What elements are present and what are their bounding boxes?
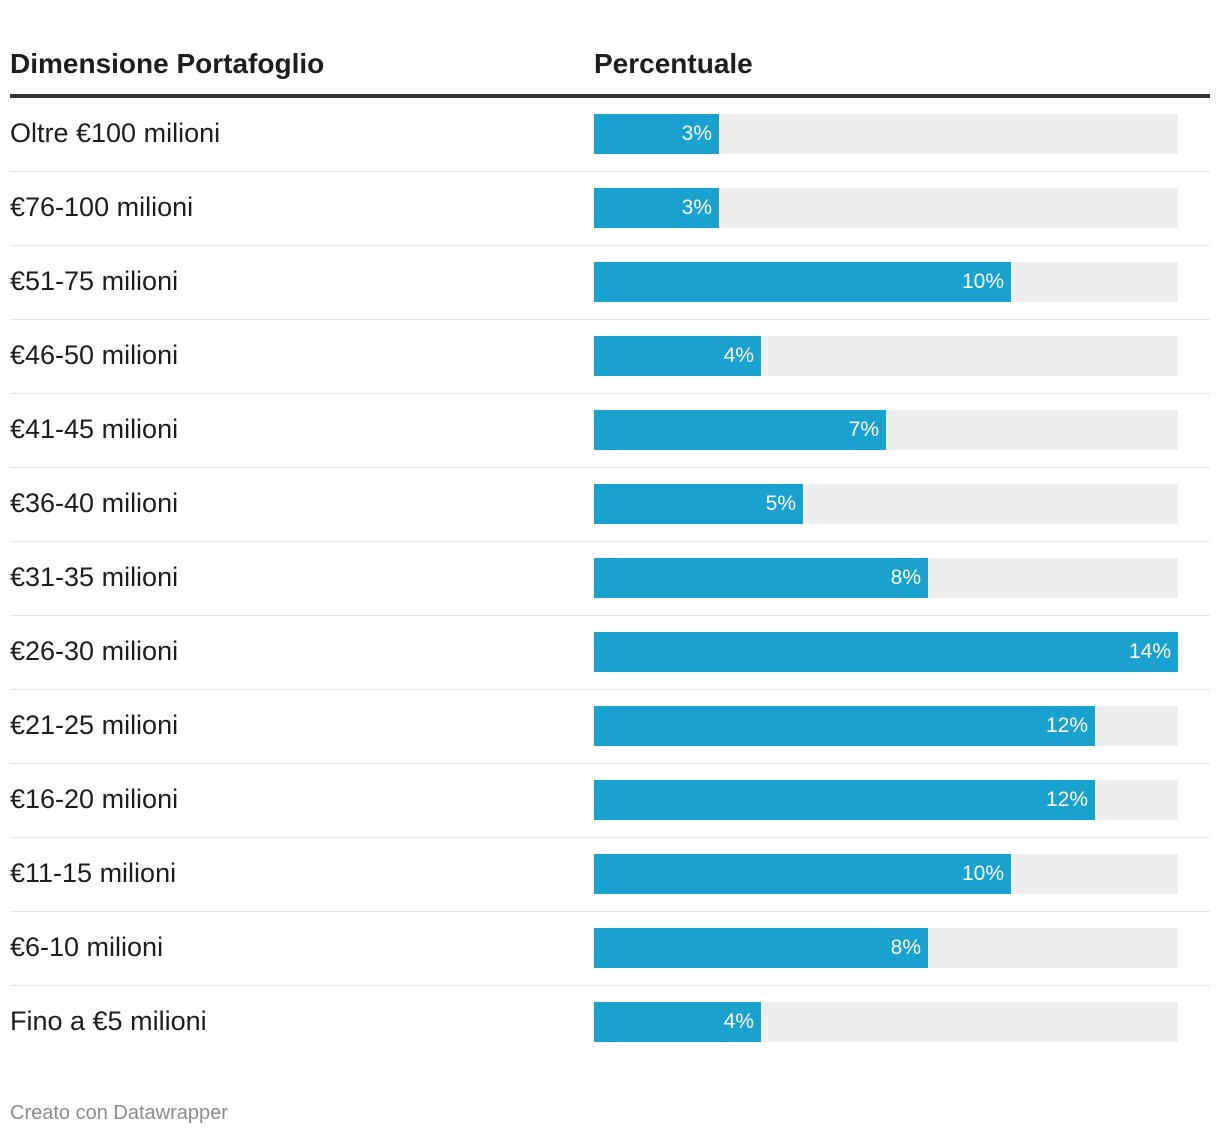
table-row: €16-20 milioni 12% xyxy=(10,764,1210,838)
bar-value-label: 12% xyxy=(1045,714,1088,737)
bar: 12% xyxy=(594,706,1095,746)
bar-value-label: 5% xyxy=(765,492,796,515)
bar: 12% xyxy=(594,780,1095,820)
bar: 14% xyxy=(594,632,1178,672)
bar-value-label: 8% xyxy=(890,566,921,589)
column-header-percentage: Percentuale xyxy=(594,48,753,79)
bar-value-label: 7% xyxy=(848,418,879,441)
bar-track: 7% xyxy=(594,410,1178,450)
table-row: €76-100 milioni 3% xyxy=(10,172,1210,246)
category-label: Oltre €100 milioni xyxy=(10,118,221,148)
bar-value-label: 8% xyxy=(890,936,921,959)
bar-track: 4% xyxy=(594,1002,1178,1042)
bar: 10% xyxy=(594,854,1011,894)
bar-track: 8% xyxy=(594,928,1178,968)
category-label: €11-15 milioni xyxy=(10,858,177,888)
category-label: €41-45 milioni xyxy=(10,414,179,444)
bar: 5% xyxy=(594,484,803,524)
table-header: Dimensione Portafoglio Percentuale xyxy=(10,30,1210,98)
bar-table: Dimensione Portafoglio Percentuale Oltre… xyxy=(10,30,1210,1060)
table-row: €26-30 milioni 14% xyxy=(10,616,1210,690)
table-row: Oltre €100 milioni 3% xyxy=(10,98,1210,172)
bar-value-label: 10% xyxy=(961,862,1004,885)
bar: 4% xyxy=(594,336,761,376)
category-label: €51-75 milioni xyxy=(10,266,179,296)
category-label: €46-50 milioni xyxy=(10,340,179,370)
table-row: €21-25 milioni 12% xyxy=(10,690,1210,764)
category-label: €6-10 milioni xyxy=(10,932,164,962)
bar-value-label: 4% xyxy=(723,1010,754,1033)
category-label: €26-30 milioni xyxy=(10,636,179,666)
category-label: €16-20 milioni xyxy=(10,784,179,814)
bar-track: 12% xyxy=(594,780,1178,820)
table-row: €51-75 milioni 10% xyxy=(10,246,1210,320)
table-row: €46-50 milioni 4% xyxy=(10,320,1210,394)
table-row: €6-10 milioni 8% xyxy=(10,912,1210,986)
table-row: €31-35 milioni 8% xyxy=(10,542,1210,616)
bar-value-label: 10% xyxy=(961,270,1004,293)
bar-track: 12% xyxy=(594,706,1178,746)
column-header-dimension: Dimensione Portafoglio xyxy=(10,48,325,79)
bar-track: 8% xyxy=(594,558,1178,598)
bar-value-label: 14% xyxy=(1128,640,1171,663)
bar: 10% xyxy=(594,262,1011,302)
bar-track: 3% xyxy=(594,188,1178,228)
table-row: €36-40 milioni 5% xyxy=(10,468,1210,542)
bar-track: 5% xyxy=(594,484,1178,524)
bar: 8% xyxy=(594,558,928,598)
bar: 7% xyxy=(594,410,886,450)
category-label: Fino a €5 milioni xyxy=(10,1006,207,1036)
category-label: €76-100 milioni xyxy=(10,192,194,222)
category-label: €31-35 milioni xyxy=(10,562,179,592)
bar-track: 10% xyxy=(594,854,1178,894)
bar: 3% xyxy=(594,114,719,154)
bar-value-label: 3% xyxy=(681,196,712,219)
bar: 8% xyxy=(594,928,928,968)
bar: 3% xyxy=(594,188,719,228)
bar-value-label: 3% xyxy=(681,122,712,145)
bar-track: 14% xyxy=(594,632,1178,672)
table-row: Fino a €5 milioni 4% xyxy=(10,986,1210,1060)
bar-track: 3% xyxy=(594,114,1178,154)
bar-value-label: 4% xyxy=(723,344,754,367)
table-row: €11-15 milioni 10% xyxy=(10,838,1210,912)
bar-track: 10% xyxy=(594,262,1178,302)
footer-credit: Creato con Datawrapper xyxy=(10,1102,228,1124)
bar-track: 4% xyxy=(594,336,1178,376)
table-row: €41-45 milioni 7% xyxy=(10,394,1210,468)
bar: 4% xyxy=(594,1002,761,1042)
table-body: Oltre €100 milioni 3% €76-100 milioni 3% €51… xyxy=(10,98,1210,1060)
bar-value-label: 12% xyxy=(1045,788,1088,811)
category-label: €21-25 milioni xyxy=(10,710,179,740)
category-label: €36-40 milioni xyxy=(10,488,179,518)
